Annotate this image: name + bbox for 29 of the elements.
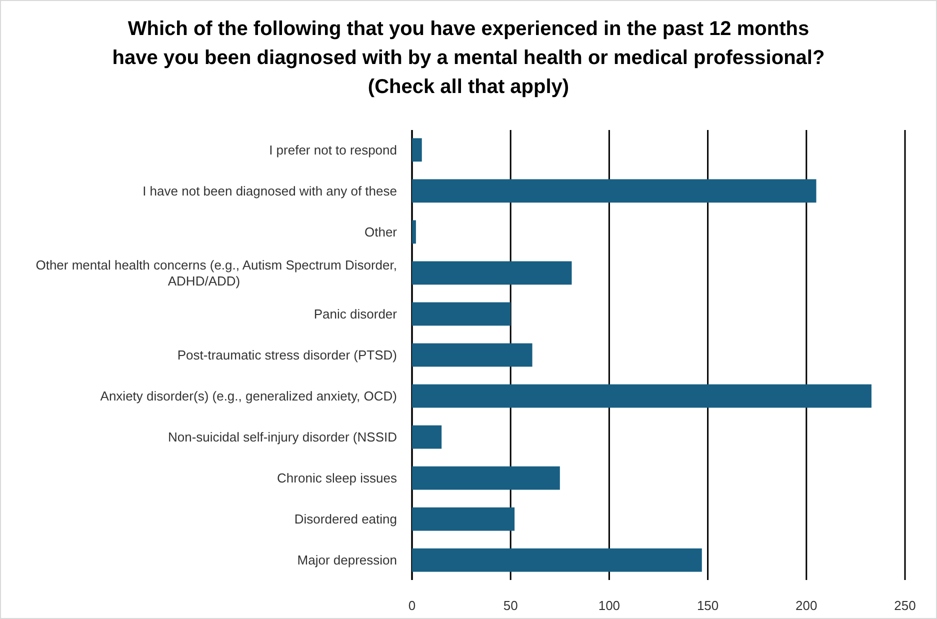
chart-title: Which of the following that you have experienced in the past 12 months have you been diagnosed with by a mental health or medical professional? (Check all that apply) <box>112 18 825 98</box>
y-tick-label: Anxiety disorder(s) (e.g., generalized anxiety, OCD) <box>100 388 397 404</box>
x-tick-label: 150 <box>696 598 719 613</box>
y-tick-label: Disordered eating <box>294 512 397 527</box>
bar <box>412 220 416 244</box>
y-tick-label: Other mental health concerns (e.g., Autism Spectrum Disorder, ADHD/ADD) <box>36 257 397 288</box>
bar <box>412 302 511 326</box>
y-tick-label: Non-suicidal self-injury disorder (NSSID <box>168 430 397 445</box>
bar <box>412 138 422 162</box>
bar <box>412 425 442 449</box>
x-tick-label: 250 <box>894 598 916 613</box>
x-tick-label: 200 <box>796 598 818 613</box>
y-tick-label: Major depression <box>297 552 397 568</box>
bar <box>412 548 702 572</box>
y-tick-label: I have not been diagnosed with any of these <box>142 183 397 198</box>
y-tick-label: Other <box>364 224 398 240</box>
bar <box>412 507 515 531</box>
x-tick-label: 0 <box>408 598 416 613</box>
y-tick-label: I prefer not to respond <box>269 142 397 158</box>
bar <box>412 179 816 203</box>
y-tick-label: Post-traumatic stress disorder (PTSD) <box>177 348 397 362</box>
bar <box>412 343 532 367</box>
x-tick-label: 50 <box>503 598 518 613</box>
x-tick-label: 100 <box>598 598 620 613</box>
y-tick-label: Panic disorder <box>314 306 398 322</box>
y-tick-label: Chronic sleep issues <box>277 470 398 486</box>
bar <box>412 261 572 285</box>
bar <box>412 384 872 408</box>
bar <box>412 466 560 490</box>
